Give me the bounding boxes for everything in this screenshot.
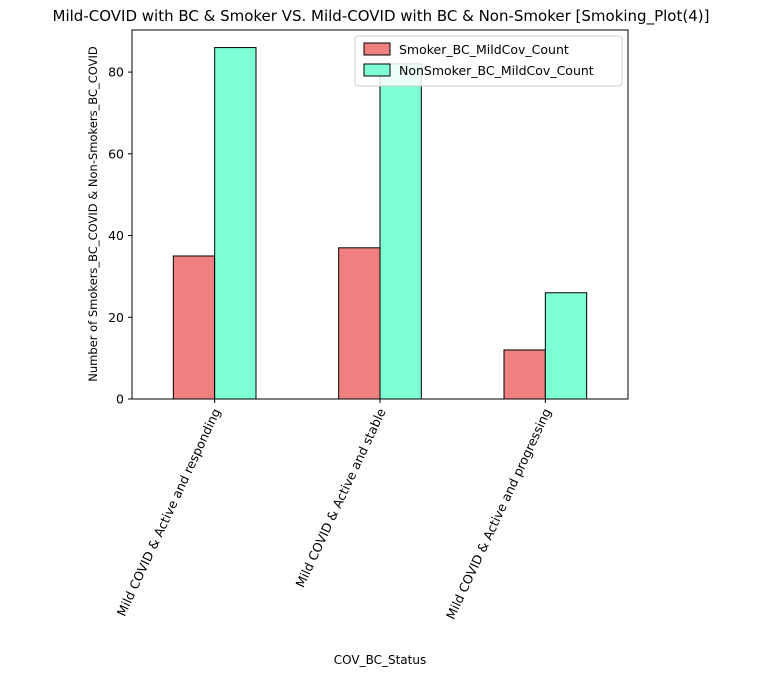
bar-nonsmoker-1 <box>214 47 257 400</box>
legend: Smoker_BC_MildCov_Count NonSmoker_BC_Mild… <box>354 35 623 87</box>
legend-box <box>354 35 623 87</box>
chart-title: Mild-COVID with BC & Smoker VS. Mild-COV… <box>53 7 710 26</box>
x-axis-label: COV_BC_Status <box>334 653 426 667</box>
x-tick-label-3: Mild COVID & Active and progressing <box>443 406 554 622</box>
y-tick-label-80: 80 <box>108 65 124 80</box>
bar-nonsmoker-2 <box>379 63 422 400</box>
x-tick-label-2: Mild COVID & Active and stable <box>292 406 388 590</box>
legend-swatch-2 <box>363 63 391 77</box>
legend-label-2: NonSmoker_BC_MildCov_Count <box>399 63 594 78</box>
y-axis-label: Number of Smokers_BC_COVID & Non-Smokers… <box>86 46 100 382</box>
bar-nonsmoker-3 <box>544 292 588 400</box>
bars-layer <box>172 47 588 400</box>
y-tick-label-40: 40 <box>108 228 124 243</box>
bar-smoker-1 <box>172 255 216 400</box>
x-tick-label-1: Mild COVID & Active and responding <box>114 406 224 619</box>
legend-swatch-1 <box>363 42 391 56</box>
bar-smoker-3 <box>503 349 546 400</box>
bar-smoker-2 <box>338 247 381 400</box>
y-tick-label-20: 20 <box>108 310 124 325</box>
legend-label-1: Smoker_BC_MildCov_Count <box>399 42 569 57</box>
y-tick-label-60: 60 <box>108 146 124 161</box>
y-tick-label-0: 0 <box>116 392 124 407</box>
